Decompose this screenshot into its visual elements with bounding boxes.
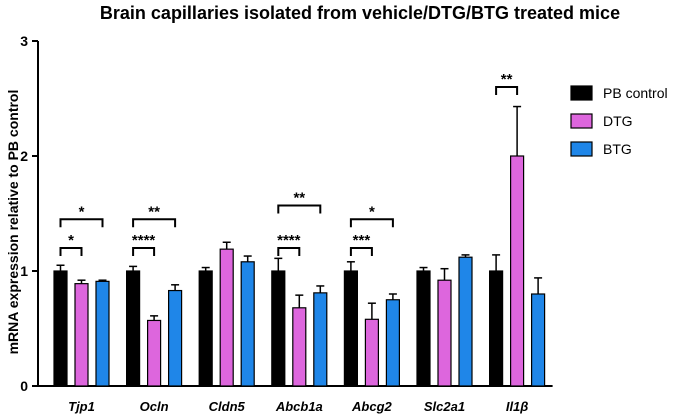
significance-bracket bbox=[132, 247, 156, 256]
bar bbox=[343, 270, 358, 387]
significance-label: ** bbox=[148, 203, 160, 220]
legend-swatch bbox=[570, 141, 593, 157]
y-tick-label: 0 bbox=[20, 378, 28, 394]
bar bbox=[292, 307, 307, 387]
bar bbox=[95, 280, 110, 387]
x-category-label: Ocln bbox=[140, 399, 169, 414]
y-tick-label: 2 bbox=[20, 148, 28, 164]
x-category-label: Tjp1 bbox=[68, 399, 95, 414]
bar bbox=[458, 256, 473, 387]
legend-swatch bbox=[570, 113, 593, 129]
bar bbox=[530, 293, 546, 387]
y-tick-label: 3 bbox=[20, 33, 28, 49]
significance-bracket bbox=[349, 247, 373, 256]
significance-label: **** bbox=[277, 232, 301, 249]
x-category-label: Abcg2 bbox=[351, 399, 393, 414]
y-tick-label: 1 bbox=[20, 263, 28, 279]
bar bbox=[219, 248, 234, 387]
x-category-label: Il1β bbox=[506, 399, 529, 414]
bar bbox=[147, 319, 162, 387]
bar bbox=[168, 289, 183, 387]
significance-label: * bbox=[79, 203, 85, 220]
bar bbox=[74, 283, 89, 387]
legend-label: BTG bbox=[603, 141, 632, 157]
significance-label: ** bbox=[293, 189, 305, 206]
x-category-label: Cldn5 bbox=[209, 399, 246, 414]
significance-bracket bbox=[132, 218, 177, 228]
bar bbox=[125, 270, 141, 387]
significance-bracket bbox=[277, 247, 301, 256]
significance-label: *** bbox=[353, 232, 371, 249]
y-axis-label: mRNA expression relative to PB control bbox=[5, 90, 21, 355]
bar bbox=[53, 270, 68, 387]
significance-bracket bbox=[495, 86, 519, 95]
legend-label: DTG bbox=[603, 113, 633, 129]
significance-bracket bbox=[59, 218, 104, 228]
bar bbox=[198, 270, 213, 387]
significance-bracket bbox=[349, 218, 394, 228]
significance-label: * bbox=[369, 203, 375, 220]
bar bbox=[416, 270, 431, 387]
bar bbox=[385, 299, 400, 387]
chart-title: Brain capillaries isolated from vehicle/… bbox=[100, 3, 620, 23]
bar bbox=[313, 292, 328, 387]
bar bbox=[364, 318, 379, 387]
bar bbox=[240, 261, 255, 387]
significance-label: **** bbox=[132, 232, 156, 249]
significance-label: ** bbox=[501, 71, 513, 88]
significance-label: * bbox=[68, 232, 74, 249]
bar bbox=[489, 270, 504, 387]
significance-bracket bbox=[59, 247, 83, 256]
significance-bracket bbox=[277, 204, 322, 214]
bar bbox=[437, 279, 452, 387]
legend-swatch bbox=[570, 85, 593, 101]
bar bbox=[510, 155, 525, 387]
legend-label: PB control bbox=[603, 85, 668, 101]
x-category-label: Abcb1a bbox=[275, 399, 323, 414]
bar bbox=[271, 270, 286, 387]
x-category-label: Slc2a1 bbox=[424, 399, 465, 414]
